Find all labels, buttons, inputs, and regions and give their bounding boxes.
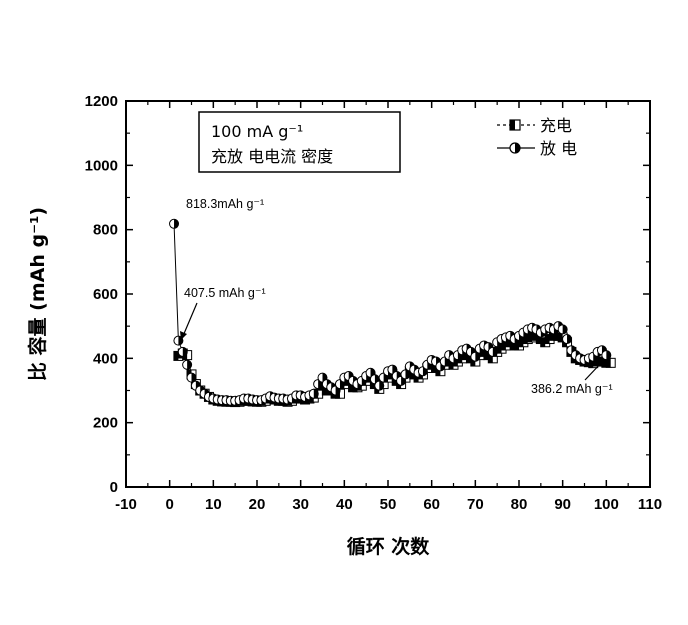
annotation-second-cycle: 407.5 mAh g⁻¹ bbox=[184, 286, 266, 300]
x-tick-label: 10 bbox=[205, 496, 222, 513]
x-tick-label: 70 bbox=[467, 496, 484, 513]
discharge-point bbox=[470, 351, 481, 362]
info-box-border bbox=[198, 111, 401, 173]
legend-charge-label: 充电 bbox=[540, 116, 572, 135]
annotation-initial-discharge: 818.3mAh g⁻¹ bbox=[186, 197, 264, 211]
x-axis-title: 循环 次数 bbox=[347, 535, 431, 558]
annotation-final-cycle-arrow bbox=[584, 360, 604, 381]
info-box: 100 mA g⁻¹ 充放 电电流 密度 bbox=[198, 111, 401, 173]
y-tick-label: 200 bbox=[93, 415, 118, 432]
y-tick-label: 600 bbox=[93, 286, 118, 303]
discharge-point bbox=[601, 350, 612, 361]
annotations: 818.3mAh g⁻¹ 407.5 mAh g⁻¹ 386.2 mAh g⁻¹ bbox=[180, 197, 613, 396]
discharge-point bbox=[177, 346, 188, 357]
y-tick-label: 1000 bbox=[85, 157, 118, 174]
info-box-line-1: 100 mA g⁻¹ bbox=[211, 122, 303, 141]
discharge-point bbox=[400, 369, 411, 380]
x-tick-label: 20 bbox=[249, 496, 266, 513]
discharge-point bbox=[186, 372, 197, 383]
y-tick-label: 400 bbox=[93, 350, 118, 367]
annotation-final-cycle: 386.2 mAh g⁻¹ bbox=[531, 382, 613, 396]
charge-point bbox=[605, 357, 616, 368]
x-tick-label: 80 bbox=[511, 496, 528, 513]
x-tick-label: 30 bbox=[292, 496, 309, 513]
x-tick-label: 90 bbox=[554, 496, 571, 513]
series bbox=[169, 218, 616, 408]
discharge-point bbox=[557, 324, 568, 335]
info-box-line-2: 充放 电电流 密度 bbox=[211, 147, 333, 166]
legend-charge-marker bbox=[509, 119, 521, 131]
discharge-point bbox=[562, 334, 573, 345]
discharge-point bbox=[308, 388, 319, 399]
axes: -10 0 10 20 30 40 50 60 70 80 90 100 110020040060080… bbox=[85, 93, 662, 513]
x-tick-label: 50 bbox=[380, 496, 397, 513]
y-tick-label: 1200 bbox=[85, 93, 118, 110]
legend-discharge-label: 放 电 bbox=[540, 139, 577, 158]
discharge-point bbox=[169, 218, 180, 229]
x-tick-label: 100 bbox=[594, 496, 619, 513]
legend-discharge-marker bbox=[509, 142, 521, 154]
y-axis-title: 比 容量 (mAh g⁻¹) bbox=[26, 207, 49, 381]
x-tick-label: 40 bbox=[336, 496, 353, 513]
y-tick-label: 800 bbox=[93, 222, 118, 239]
x-tick-label: -10 bbox=[115, 496, 137, 513]
x-tick-label: 60 bbox=[423, 496, 440, 513]
discharge-point bbox=[374, 380, 385, 391]
x-tick-label: 110 bbox=[638, 496, 662, 513]
annotation-second-cycle-arrow bbox=[182, 302, 198, 337]
y-tick-label: 0 bbox=[110, 479, 118, 496]
legend: 充电 放 电 bbox=[497, 116, 577, 158]
annotation-second-cycle-arrowhead bbox=[180, 331, 187, 340]
x-tick-label: 0 bbox=[165, 496, 173, 513]
discharge-point bbox=[182, 359, 193, 370]
discharge-point bbox=[487, 346, 498, 357]
